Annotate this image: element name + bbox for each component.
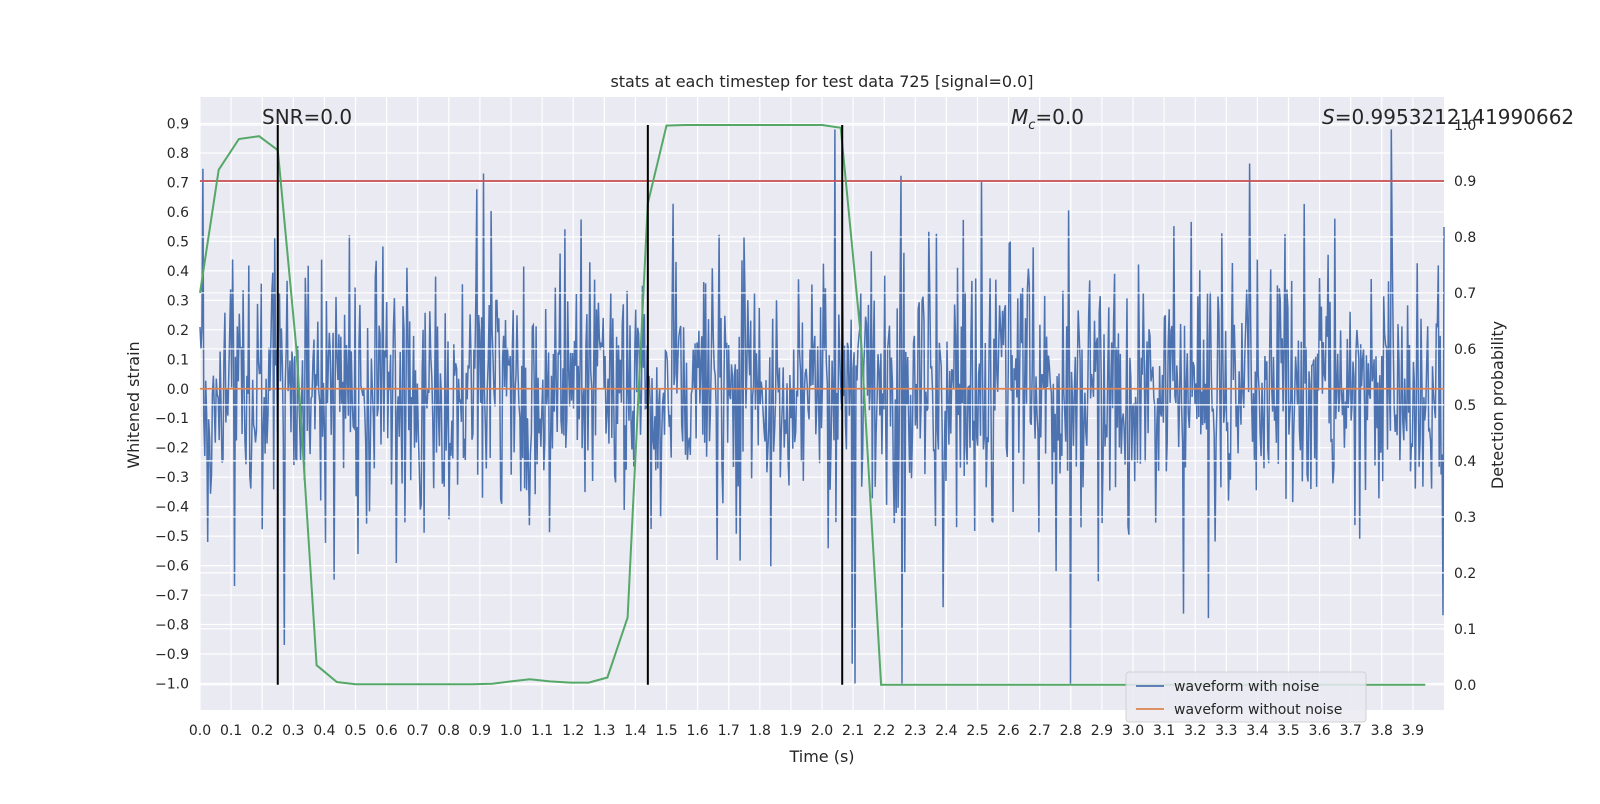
legend-label-clean: waveform without noise — [1174, 702, 1342, 718]
snr-annotation: SNR=0.0 — [262, 105, 352, 129]
y-tick-label: −0.5 — [155, 529, 189, 545]
y-tick-label: 0.8 — [167, 146, 189, 162]
mc-subscript: c — [1028, 118, 1035, 133]
x-tick-label: 2.1 — [842, 723, 864, 739]
x-tick-label: 3.2 — [1184, 723, 1206, 739]
y2-tick-label: 0.5 — [1454, 398, 1476, 414]
x-tick-label: 3.7 — [1340, 723, 1362, 739]
y-tick-label: 0.4 — [167, 264, 189, 280]
probability-trace — [199, 124, 1426, 686]
y-tick-label: 0.5 — [167, 234, 189, 250]
x-tick-label: 3.5 — [1277, 723, 1299, 739]
y-tick-label: 0.9 — [167, 117, 189, 133]
x-tick-label: 0.7 — [407, 723, 429, 739]
x-tick-label: 3.3 — [1215, 723, 1237, 739]
legend-box — [1125, 671, 1367, 723]
x-tick-label: 2.5 — [966, 723, 988, 739]
y2-tick-label: 0.0 — [1454, 678, 1476, 694]
detection-probability-series — [199, 124, 1426, 686]
x-tick-label: 0.2 — [251, 723, 273, 739]
y2-axis-label: Detection probability — [1488, 321, 1507, 489]
y-tick-label: −0.4 — [155, 500, 189, 516]
y-tick-label: 0.6 — [167, 205, 189, 221]
secondary-grid — [200, 124, 1444, 686]
vertical-markers — [276, 124, 844, 685]
y-tick-label: −0.3 — [155, 470, 189, 486]
y-tick-label: 0.1 — [167, 352, 189, 368]
y-tick-label: −0.1 — [155, 411, 189, 427]
x-tick-label: 2.3 — [904, 723, 926, 739]
x-tick-label: 0.6 — [375, 723, 397, 739]
y2-tick-label: 0.4 — [1454, 454, 1476, 470]
x-tick-label: 2.7 — [1029, 723, 1051, 739]
x-tick-label: 2.9 — [1091, 723, 1113, 739]
x-tick-label: 3.0 — [1122, 723, 1144, 739]
y2-tick-label: 0.7 — [1454, 286, 1476, 302]
y-tick-label: 0.3 — [167, 293, 189, 309]
y-tick-label: −0.2 — [155, 441, 189, 457]
chart-title: stats at each timestep for test data 725… — [610, 72, 1033, 91]
x-tick-labels: 0.0 0.1 0.2 0.3 0.4 0.5 0.6 0.7 0.8 0.9 1.0 1.1 1.2 1… — [189, 723, 1424, 739]
x-tick-label: 3.1 — [1153, 723, 1175, 739]
y-tick-label: −0.8 — [155, 618, 189, 634]
y-tick-label: 0.7 — [167, 175, 189, 191]
x-tick-label: 0.8 — [438, 723, 460, 739]
x-tick-label: 3.4 — [1246, 723, 1268, 739]
x-tick-label: 1.9 — [780, 723, 802, 739]
y-axis-label: Whitened strain — [124, 341, 143, 468]
x-tick-label: 1.2 — [562, 723, 584, 739]
x-tick-label: 0.0 — [189, 723, 211, 739]
x-axis-label: Time (s) — [788, 747, 854, 766]
x-tick-label: 0.4 — [313, 723, 335, 739]
y2-tick-labels: 1.0 0.9 0.8 0.7 0.6 0.5 0.4 0.3 0.2 0.1 0.0 — [1454, 118, 1476, 694]
x-tick-label: 2.6 — [997, 723, 1019, 739]
y-tick-label: −1.0 — [155, 676, 189, 692]
x-tick-label: 1.0 — [500, 723, 522, 739]
x-tick-label: 3.9 — [1402, 723, 1424, 739]
x-tick-label: 3.6 — [1308, 723, 1330, 739]
x-tick-label: 2.4 — [935, 723, 957, 739]
x-tick-label: 1.3 — [593, 723, 615, 739]
mc-symbol: M — [1011, 105, 1028, 129]
s-symbol: S — [1322, 105, 1335, 129]
y2-tick-label: 0.9 — [1454, 174, 1476, 190]
y2-tick-label: 0.8 — [1454, 230, 1476, 246]
y2-tick-label: 0.2 — [1454, 566, 1476, 582]
legend-label-noise: waveform with noise — [1174, 679, 1319, 695]
x-tick-label: 2.2 — [873, 723, 895, 739]
y2-tick-label: 0.3 — [1454, 510, 1476, 526]
x-tick-label: 3.8 — [1371, 723, 1393, 739]
x-tick-label: 2.0 — [811, 723, 833, 739]
x-tick-label: 1.1 — [531, 723, 553, 739]
mc-value: =0.0 — [1035, 105, 1084, 129]
x-tick-label: 1.7 — [718, 723, 740, 739]
y-tick-label: −0.9 — [155, 647, 189, 663]
y-tick-label: 0.0 — [167, 382, 189, 398]
x-tick-label: 0.9 — [469, 723, 491, 739]
mc-annotation: Mc=0.0 — [1011, 105, 1084, 133]
x-tick-label: 1.5 — [655, 723, 677, 739]
y-tick-label: 0.2 — [167, 323, 189, 339]
y-tick-labels: 0.9 0.8 0.7 0.6 0.5 0.4 0.3 0.2 0.1 0.0 −0.1 −0.2 −0… — [155, 117, 189, 693]
x-tick-label: 1.6 — [686, 723, 708, 739]
y2-tick-label: 0.6 — [1454, 342, 1476, 358]
x-tick-label: 1.4 — [624, 723, 646, 739]
x-tick-label: 1.8 — [749, 723, 771, 739]
x-tick-label: 2.8 — [1060, 723, 1082, 739]
y2-tick-label: 1.0 — [1454, 118, 1476, 134]
x-tick-label: 0.3 — [282, 723, 304, 739]
x-tick-label: 0.5 — [344, 723, 366, 739]
y-tick-label: −0.7 — [155, 588, 189, 604]
grid — [199, 97, 1444, 710]
s-annotation: S=0.9953212141990662 — [1322, 105, 1574, 129]
y2-tick-label: 0.1 — [1454, 622, 1476, 638]
s-value: =0.9953212141990662 — [1335, 105, 1574, 129]
legend: waveform with noise waveform without noi… — [1125, 671, 1367, 723]
x-tick-label: 0.1 — [220, 723, 242, 739]
y-tick-label: −0.6 — [155, 559, 189, 575]
